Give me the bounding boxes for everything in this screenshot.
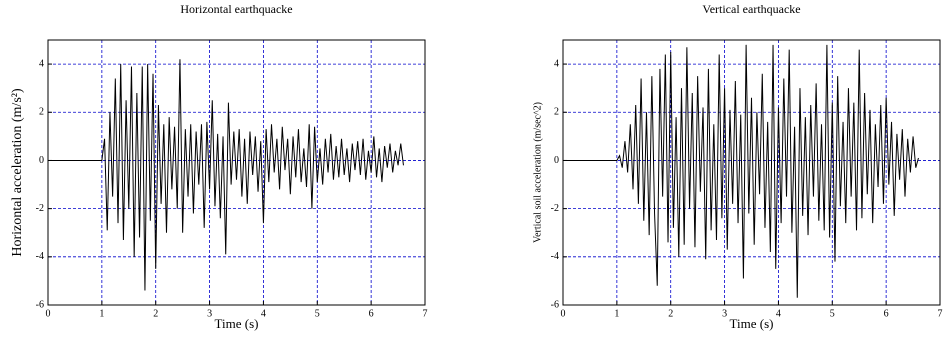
chart-title: Horizontal earthquacke [180, 2, 292, 16]
x-tick-label: 5 [830, 308, 835, 319]
y-tick-label: -2 [36, 203, 44, 214]
y-axis-label: Horizontal acceleration (m/s²) [10, 88, 25, 257]
data-line [563, 44, 919, 298]
x-tick-label: 0 [46, 308, 51, 319]
y-tick-label: 2 [39, 107, 44, 118]
y-tick-label: -6 [36, 299, 44, 310]
chart-title: Vertical earthquacke [702, 2, 800, 16]
x-tick-label: 6 [369, 308, 374, 319]
y-tick-label: 0 [39, 155, 44, 166]
x-tick-label: 1 [614, 308, 619, 319]
x-tick-label: 6 [884, 308, 889, 319]
data-line [48, 59, 404, 291]
x-tick-label: 7 [423, 308, 428, 319]
y-tick-label: 4 [554, 58, 559, 69]
plot-frame [47, 39, 426, 306]
y-tick-label: 4 [39, 58, 44, 69]
x-tick-label: 2 [153, 308, 158, 319]
y-tick-label: -4 [36, 251, 44, 262]
x-tick-label: 4 [261, 308, 266, 319]
y-tick-label: -2 [551, 203, 559, 214]
x-axis-label: Time (s) [730, 316, 774, 331]
y-tick-label: 2 [554, 107, 559, 118]
x-tick-label: 1 [99, 308, 104, 319]
x-tick-label: 3 [207, 308, 212, 319]
x-tick-label: 5 [315, 308, 320, 319]
x-tick-label: 0 [561, 308, 566, 319]
x-tick-label: 4 [776, 308, 781, 319]
x-axis-label: Time (s) [215, 316, 259, 331]
x-tick-label: 3 [722, 308, 727, 319]
y-tick-label: -4 [551, 251, 559, 262]
x-tick-label: 2 [668, 308, 673, 319]
y-tick-label: 0 [554, 155, 559, 166]
x-tick-label: 7 [938, 308, 943, 319]
y-axis-label: Vertical soil acceleration (m/sec^2) [532, 102, 543, 243]
y-tick-label: -6 [551, 299, 559, 310]
plot-frame [562, 39, 941, 306]
